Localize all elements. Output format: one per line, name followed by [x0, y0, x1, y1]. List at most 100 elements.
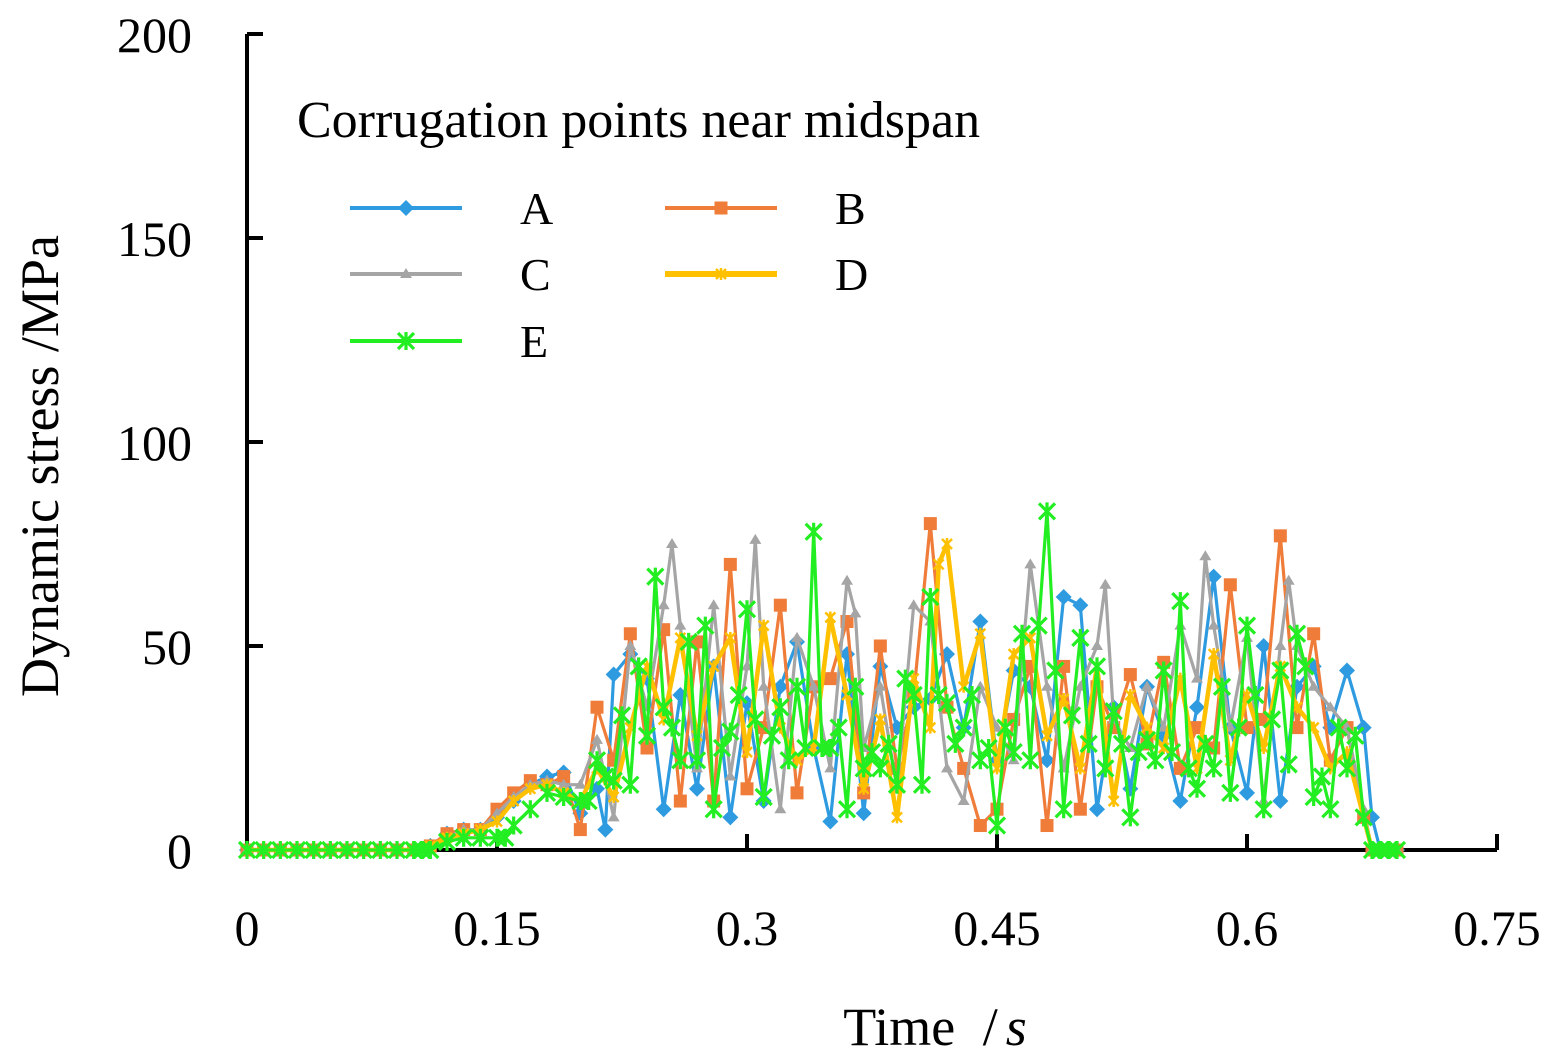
series-c-point	[749, 533, 762, 544]
series-d-point	[1124, 688, 1137, 701]
legend-entry-b: B	[665, 183, 866, 234]
series-e-point	[1387, 840, 1407, 860]
series-e-point	[921, 587, 940, 607]
series-a-point	[597, 821, 614, 838]
series-d-point	[674, 631, 687, 644]
series-d-point	[507, 795, 520, 808]
series-c-point	[841, 574, 853, 585]
series-c-point	[807, 680, 820, 691]
series-e-point	[862, 742, 882, 762]
series-b-point	[1123, 668, 1137, 682]
series-e-point	[812, 738, 832, 758]
series-e-point	[1129, 742, 1148, 762]
series-b-point	[1223, 578, 1237, 592]
series-e-point	[1246, 685, 1265, 705]
series-e-point	[1229, 718, 1248, 737]
series-e-point	[354, 840, 373, 860]
series-e-point	[1321, 800, 1340, 819]
series-e-point	[1237, 616, 1257, 635]
series-e-point	[287, 840, 307, 860]
series-b-point	[1040, 819, 1054, 833]
series-e-point	[637, 726, 657, 745]
series-e-point	[679, 632, 698, 652]
series-e-point	[1062, 706, 1082, 725]
series-d-point	[1007, 648, 1020, 661]
series-e-point	[404, 840, 423, 860]
legend-e-marker	[396, 331, 416, 351]
series-e-point	[612, 706, 632, 725]
series-e-point	[1179, 759, 1198, 778]
series-b-point	[573, 823, 587, 837]
legend-a-label: A	[520, 183, 553, 234]
series-b-point	[740, 782, 754, 796]
legend-entry-c: C	[350, 249, 551, 300]
series-c-point	[1274, 640, 1287, 650]
series-e-point	[1162, 742, 1182, 762]
series-e-point	[1354, 808, 1373, 827]
series-c-point	[724, 770, 737, 781]
series-e-point	[962, 685, 982, 705]
series-e-point	[1262, 710, 1282, 729]
series-b-point	[1073, 802, 1087, 816]
series-e-point	[1212, 677, 1232, 696]
series-b-point	[823, 672, 837, 686]
series-e-point	[604, 771, 623, 790]
series-b-point	[723, 557, 737, 571]
series-e-point	[437, 832, 457, 851]
series-e-point	[896, 669, 915, 688]
y-tick-label: 150	[117, 211, 192, 267]
legend-entry-d: D	[665, 249, 868, 300]
series-d-point	[974, 627, 987, 640]
series-c-point	[1099, 578, 1112, 589]
series-e-point	[1371, 840, 1390, 860]
series-e-point	[554, 787, 573, 807]
series-a-point	[1339, 662, 1355, 679]
series-e-point	[1046, 661, 1065, 680]
series-d-point	[1041, 729, 1053, 742]
series-a-point	[1239, 784, 1255, 801]
legend-title: Corrugation points near midspan	[297, 92, 980, 149]
legend-c-label: C	[520, 249, 551, 300]
series-e-point	[646, 567, 665, 586]
series-e-point	[804, 522, 823, 541]
series-e-point	[1121, 808, 1140, 827]
legend-d-marker	[715, 268, 727, 280]
series-e-point	[779, 751, 798, 770]
series-b-point	[590, 700, 604, 714]
series-e-point	[304, 840, 323, 860]
series-c-point	[874, 680, 887, 691]
series-e-point	[1221, 783, 1240, 803]
series-e-point	[1037, 502, 1057, 521]
series-c-point	[824, 762, 837, 773]
series-a-point	[1255, 638, 1272, 654]
series-e-point	[487, 828, 507, 847]
series-a-point	[972, 613, 989, 630]
series-e-point	[1187, 779, 1207, 798]
series-a-point	[1072, 597, 1089, 614]
series-a-point	[1189, 699, 1205, 716]
series-e-point	[1279, 755, 1298, 774]
series-b-point	[923, 517, 937, 531]
x-tick-label: 0.3	[716, 900, 779, 956]
series-e-point	[712, 738, 732, 758]
series-e-point	[671, 751, 690, 770]
series-d-point	[707, 660, 720, 673]
series-c-point	[907, 599, 920, 610]
series-e-point	[1337, 759, 1357, 778]
series-e-point	[537, 783, 557, 803]
series-e-point	[1271, 661, 1290, 680]
legend-a-marker	[398, 200, 414, 216]
series-e-point	[521, 800, 540, 819]
series-d-point	[1157, 742, 1170, 754]
series-c-point	[707, 599, 720, 610]
series-a-point	[689, 780, 705, 797]
series-d-point	[874, 713, 887, 726]
series-d-point	[941, 538, 953, 550]
series-c-point	[574, 778, 587, 789]
series-e-point	[1379, 840, 1398, 860]
legend-c-marker	[400, 268, 412, 278]
series-c-point	[674, 619, 687, 630]
series-d-point	[724, 631, 737, 644]
